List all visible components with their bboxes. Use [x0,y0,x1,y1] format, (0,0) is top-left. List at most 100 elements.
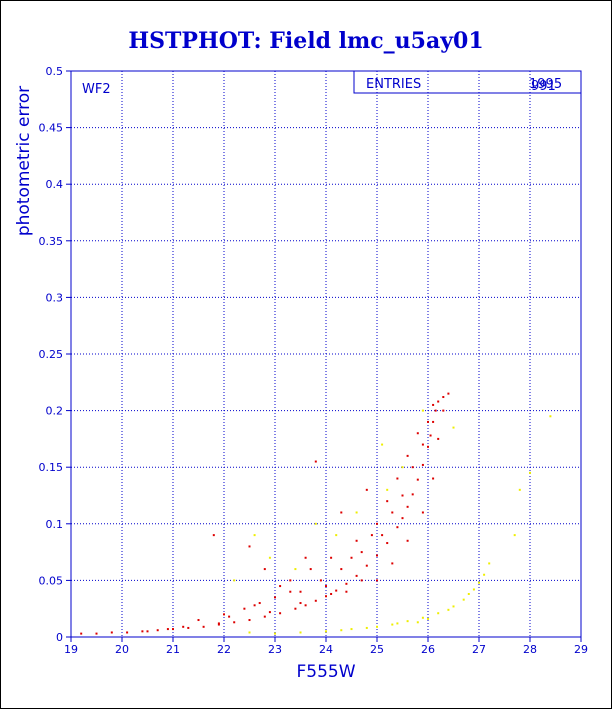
stats-value: 1995 [529,77,562,92]
data-point [421,409,424,412]
data-point [421,463,424,466]
data-point [248,545,251,548]
data-point [110,631,113,634]
data-point [146,630,149,633]
data-point [437,400,440,403]
data-point [340,568,343,571]
data-point [401,494,404,497]
data-point [263,615,266,618]
data-point [411,493,414,496]
data-point [253,534,256,537]
x-tick-label: 28 [523,643,537,656]
data-point [381,443,384,446]
data-point [365,488,368,491]
y-tick-label: 0.5 [46,65,64,78]
x-tick-label: 25 [370,643,384,656]
data-point [386,488,389,491]
x-axis-ticks: 19 20 21 22 23 24 25 26 27 28 29 [64,637,588,656]
data-point [299,602,302,605]
data-point [126,631,129,634]
x-tick-label: 21 [166,643,180,656]
data-point [319,579,322,582]
data-point [365,564,368,567]
data-point [406,505,409,508]
data-point [156,629,159,632]
data-point [350,556,353,559]
data-point [370,534,373,537]
y-tick-label: 0.2 [46,405,64,418]
data-point [217,623,220,626]
data-point [233,579,236,582]
data-point [401,517,404,520]
data-point [340,629,343,632]
data-point [274,596,276,599]
data-point [233,621,236,624]
data-point [268,556,271,559]
data-point [360,579,363,582]
data-point [488,562,491,565]
data-point [386,542,389,545]
data-point [141,630,144,633]
data-point [434,409,437,412]
data-point [314,460,317,463]
y-tick-label: 0.05 [39,574,64,587]
data-point [442,396,445,399]
data-point [396,526,399,529]
x-tick-label: 26 [421,643,435,656]
data-point [406,539,409,542]
panel-label: WF2 [82,82,111,97]
data-point [437,437,440,440]
data-point [421,616,424,619]
data-point [427,617,429,620]
data-point [376,554,378,557]
data-point [416,621,419,624]
data-point [467,592,470,595]
data-point [376,625,378,628]
x-tick-label: 27 [472,643,486,656]
data-point [427,420,429,423]
data-point [248,631,251,634]
data-point [248,619,251,622]
data-point [360,551,363,554]
data-point [421,511,424,514]
data-point [478,581,480,584]
data-point [427,445,429,448]
data-point [217,622,220,625]
data-point [429,434,432,437]
data-point [172,628,174,631]
data-point [212,534,215,537]
data-point [330,556,333,559]
y-axis-ticks: 0 0.05 0.1 0.15 0.2 0.25 0.3 0.35 0.4 0.45 0.5 [39,65,71,644]
y-tick-label: 0.45 [39,122,64,135]
data-point [452,426,455,429]
y-axis-label: photometric error [14,86,34,236]
x-tick-label: 19 [64,643,78,656]
data-point [549,415,552,418]
data-point [304,604,307,607]
data-point [263,568,266,571]
data-point [345,582,348,585]
data-points [80,392,552,635]
data-point [299,631,302,634]
data-point [314,599,317,602]
data-point [330,592,333,595]
data-point [411,466,414,469]
data-point [396,477,399,480]
data-point [386,500,389,503]
data-point [442,409,445,412]
x-tick-label: 22 [217,643,231,656]
y-tick-label: 0 [56,631,63,644]
data-point [376,579,378,582]
data-point [340,511,343,514]
data-point [529,471,531,474]
stats-box [353,70,582,94]
data-point [432,403,435,406]
data-point [294,568,297,571]
data-point [513,534,516,537]
data-point [243,607,246,610]
data-point [391,562,394,565]
y-tick-label: 0.35 [39,235,64,248]
data-point [396,622,399,625]
data-point [253,604,256,607]
